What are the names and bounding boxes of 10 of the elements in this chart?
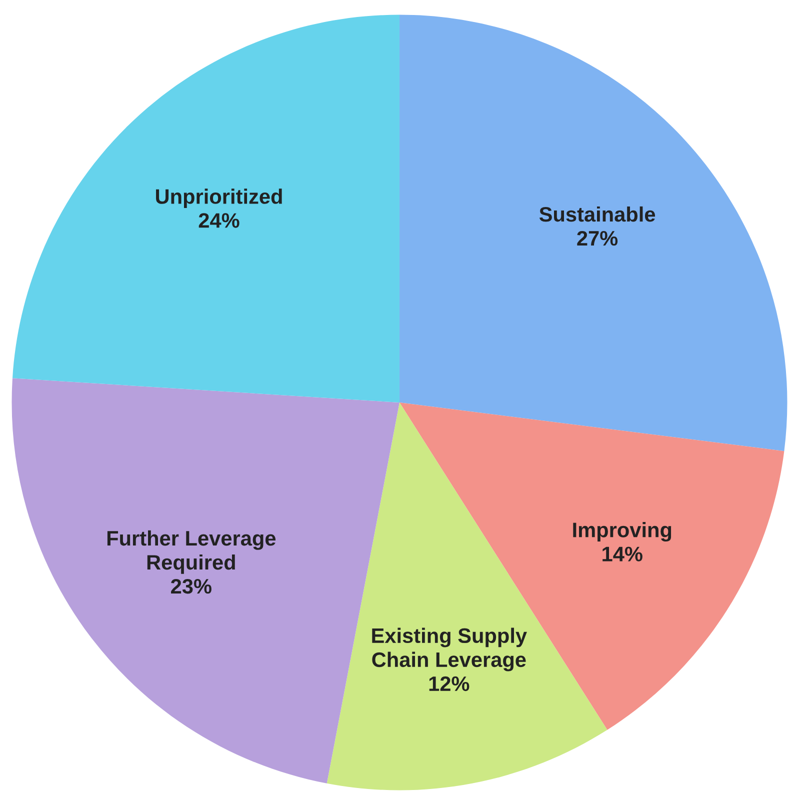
data-label: 24% xyxy=(198,213,240,228)
data-label: 23% xyxy=(171,578,212,594)
slice-label: Improving xyxy=(573,522,672,542)
data-label: 12% xyxy=(429,676,470,692)
data-label: 27% xyxy=(577,230,618,246)
slice-label: Further Leverage Required xyxy=(107,530,276,574)
slice-label: Sustainable xyxy=(539,206,656,222)
slice-label: Unprioritized xyxy=(156,188,282,208)
data-label: 14% xyxy=(602,546,642,562)
slice-label: Existing Supply Chain Leverage xyxy=(372,628,527,672)
